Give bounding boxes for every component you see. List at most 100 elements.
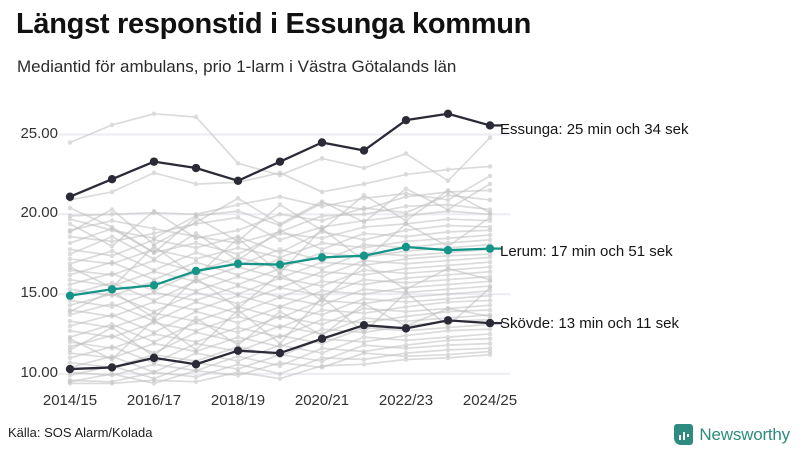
data-point <box>445 167 451 172</box>
data-point <box>277 304 283 310</box>
data-point <box>487 302 493 308</box>
data-point <box>361 315 367 321</box>
lerum-annotation: Lerum: 17 min och 51 sek <box>500 243 673 260</box>
data-point <box>109 301 115 306</box>
data-point <box>277 294 283 300</box>
page-title: Längst responstid i Essunga kommun <box>16 8 532 40</box>
series-other-05 <box>67 192 493 249</box>
data-point <box>151 208 157 214</box>
data-point <box>277 275 283 281</box>
data-point <box>319 279 325 284</box>
data-point <box>487 285 493 290</box>
data-point <box>109 189 115 195</box>
data-point <box>445 229 451 235</box>
series-other-07 <box>67 208 493 244</box>
data-point <box>193 256 199 262</box>
data-point <box>487 346 493 351</box>
data-point <box>65 192 75 201</box>
data-point <box>487 293 493 298</box>
data-point <box>319 247 325 252</box>
data-point <box>403 318 409 324</box>
data-point <box>193 320 199 326</box>
data-point <box>403 353 409 359</box>
data-point <box>65 291 75 300</box>
data-point <box>319 294 325 300</box>
data-point <box>193 181 199 187</box>
data-point <box>151 361 157 367</box>
data-point <box>67 213 73 219</box>
data-point <box>319 346 325 351</box>
data-point <box>361 296 367 302</box>
data-point <box>403 234 409 239</box>
data-point <box>109 239 115 244</box>
data-point <box>109 333 115 338</box>
data-point <box>361 205 367 211</box>
y-axis-tick-label: 25.00 <box>20 124 58 142</box>
data-point <box>277 371 283 377</box>
data-point <box>235 339 241 345</box>
data-point <box>403 333 409 338</box>
data-point <box>361 219 367 225</box>
data-point <box>109 248 115 254</box>
data-point <box>401 242 411 252</box>
data-point <box>109 357 115 362</box>
series-other-38 <box>67 181 493 247</box>
data-point <box>235 301 241 306</box>
data-point <box>487 237 493 243</box>
data-point <box>445 197 451 203</box>
data-point <box>193 114 199 120</box>
data-point <box>319 213 325 219</box>
data-point <box>445 328 451 334</box>
x-axis-tick-label: 2024/25 <box>462 392 518 409</box>
data-point <box>403 239 409 244</box>
data-point <box>151 258 157 263</box>
series-lerum <box>65 242 502 300</box>
data-point <box>361 245 367 251</box>
data-point <box>401 324 411 333</box>
data-point <box>151 231 157 236</box>
data-point <box>109 211 115 217</box>
data-point <box>361 350 367 356</box>
data-point <box>487 274 493 279</box>
data-point <box>109 312 115 318</box>
data-point <box>235 358 241 364</box>
data-point <box>445 347 451 353</box>
data-point <box>151 111 157 117</box>
data-point <box>193 259 199 265</box>
data-point <box>487 181 493 187</box>
data-point <box>403 342 409 348</box>
data-point <box>67 282 73 287</box>
data-point <box>361 306 367 311</box>
data-point <box>277 231 283 236</box>
data-point <box>235 373 241 378</box>
data-point <box>403 221 409 227</box>
data-point <box>235 160 241 166</box>
data-point <box>67 323 73 329</box>
newsworthy-logo[interactable]: Newsworthy <box>674 424 790 445</box>
data-point <box>317 253 327 262</box>
data-point <box>443 245 453 255</box>
data-point <box>277 221 283 227</box>
data-point <box>319 350 325 356</box>
data-point <box>67 272 73 278</box>
data-point <box>319 189 325 195</box>
data-point <box>361 165 367 171</box>
data-point <box>277 323 283 329</box>
data-point <box>67 339 73 345</box>
data-point <box>235 334 241 340</box>
data-point <box>151 243 157 249</box>
data-point <box>445 216 451 222</box>
data-point <box>319 363 325 369</box>
data-point <box>235 208 241 214</box>
data-point <box>359 251 369 260</box>
data-point <box>445 286 451 292</box>
data-point <box>319 240 325 246</box>
data-point <box>149 157 159 166</box>
data-point <box>487 259 493 265</box>
data-point <box>487 232 493 238</box>
data-point <box>445 296 451 302</box>
data-point <box>193 299 199 305</box>
data-point <box>319 317 325 322</box>
data-point <box>277 256 283 262</box>
